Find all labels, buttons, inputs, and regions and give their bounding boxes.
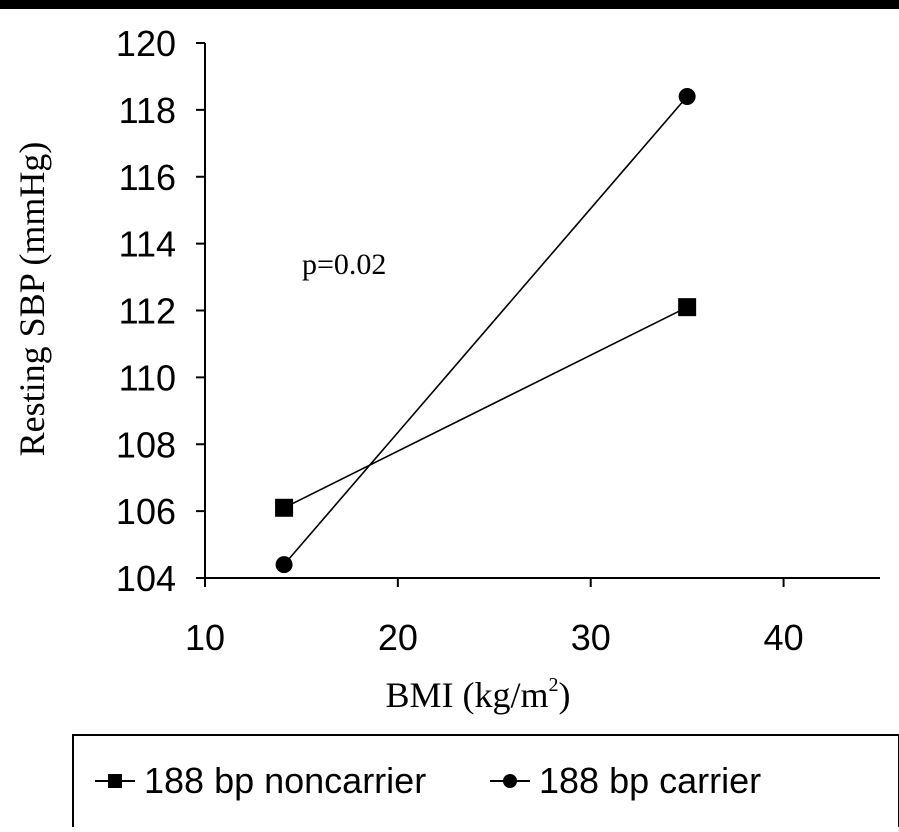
- x-axis-label-main: BMI (kg/m: [385, 675, 548, 715]
- data-point-circle: [678, 88, 696, 105]
- x-tick-label: 20: [378, 617, 418, 658]
- y-tick-label: 114: [119, 224, 176, 265]
- series-layer: [275, 88, 697, 574]
- y-axis-label: Resting SBP (mmHg): [12, 142, 52, 457]
- legend-marker-circle: [503, 774, 517, 788]
- x-axis-label-suffix: ): [559, 675, 571, 715]
- y-tick-label: 116: [119, 157, 176, 198]
- legend: 188 bp noncarrier 188 bp carrier: [72, 734, 899, 831]
- series-line-2: [283, 95, 688, 566]
- y-tick-label: 104: [116, 558, 176, 599]
- x-tick-label: 10: [185, 617, 225, 658]
- x-tick-label: 40: [764, 617, 804, 658]
- p-value-annotation: p=0.02: [302, 248, 386, 281]
- top-rule: [0, 0, 899, 9]
- data-point-circle: [275, 556, 293, 574]
- x-axis: 10 20 30 40: [185, 577, 880, 658]
- legend-label: 188 bp carrier: [539, 760, 761, 801]
- legend-marker-square: [108, 774, 122, 788]
- y-axis: 104 106 108 110 112 114 116 118 120: [116, 23, 206, 599]
- x-axis-label: BMI (kg/m2): [385, 674, 570, 715]
- x-axis-label-superscript: 2: [549, 674, 559, 696]
- data-point-square: [678, 298, 697, 317]
- data-point-square: [275, 498, 294, 517]
- legend-label: 188 bp noncarrier: [144, 760, 426, 801]
- y-tick-label: 110: [119, 357, 176, 398]
- y-tick-label: 112: [119, 291, 176, 332]
- y-tick-label: 108: [116, 424, 176, 465]
- y-tick-label: 118: [119, 90, 176, 131]
- x-tick-label: 30: [571, 617, 611, 658]
- series-line-1: [283, 306, 688, 509]
- y-tick-label: 120: [116, 23, 176, 64]
- legend-items: 188 bp noncarrier 188 bp carrier: [95, 760, 761, 801]
- y-tick-label: 106: [116, 491, 176, 532]
